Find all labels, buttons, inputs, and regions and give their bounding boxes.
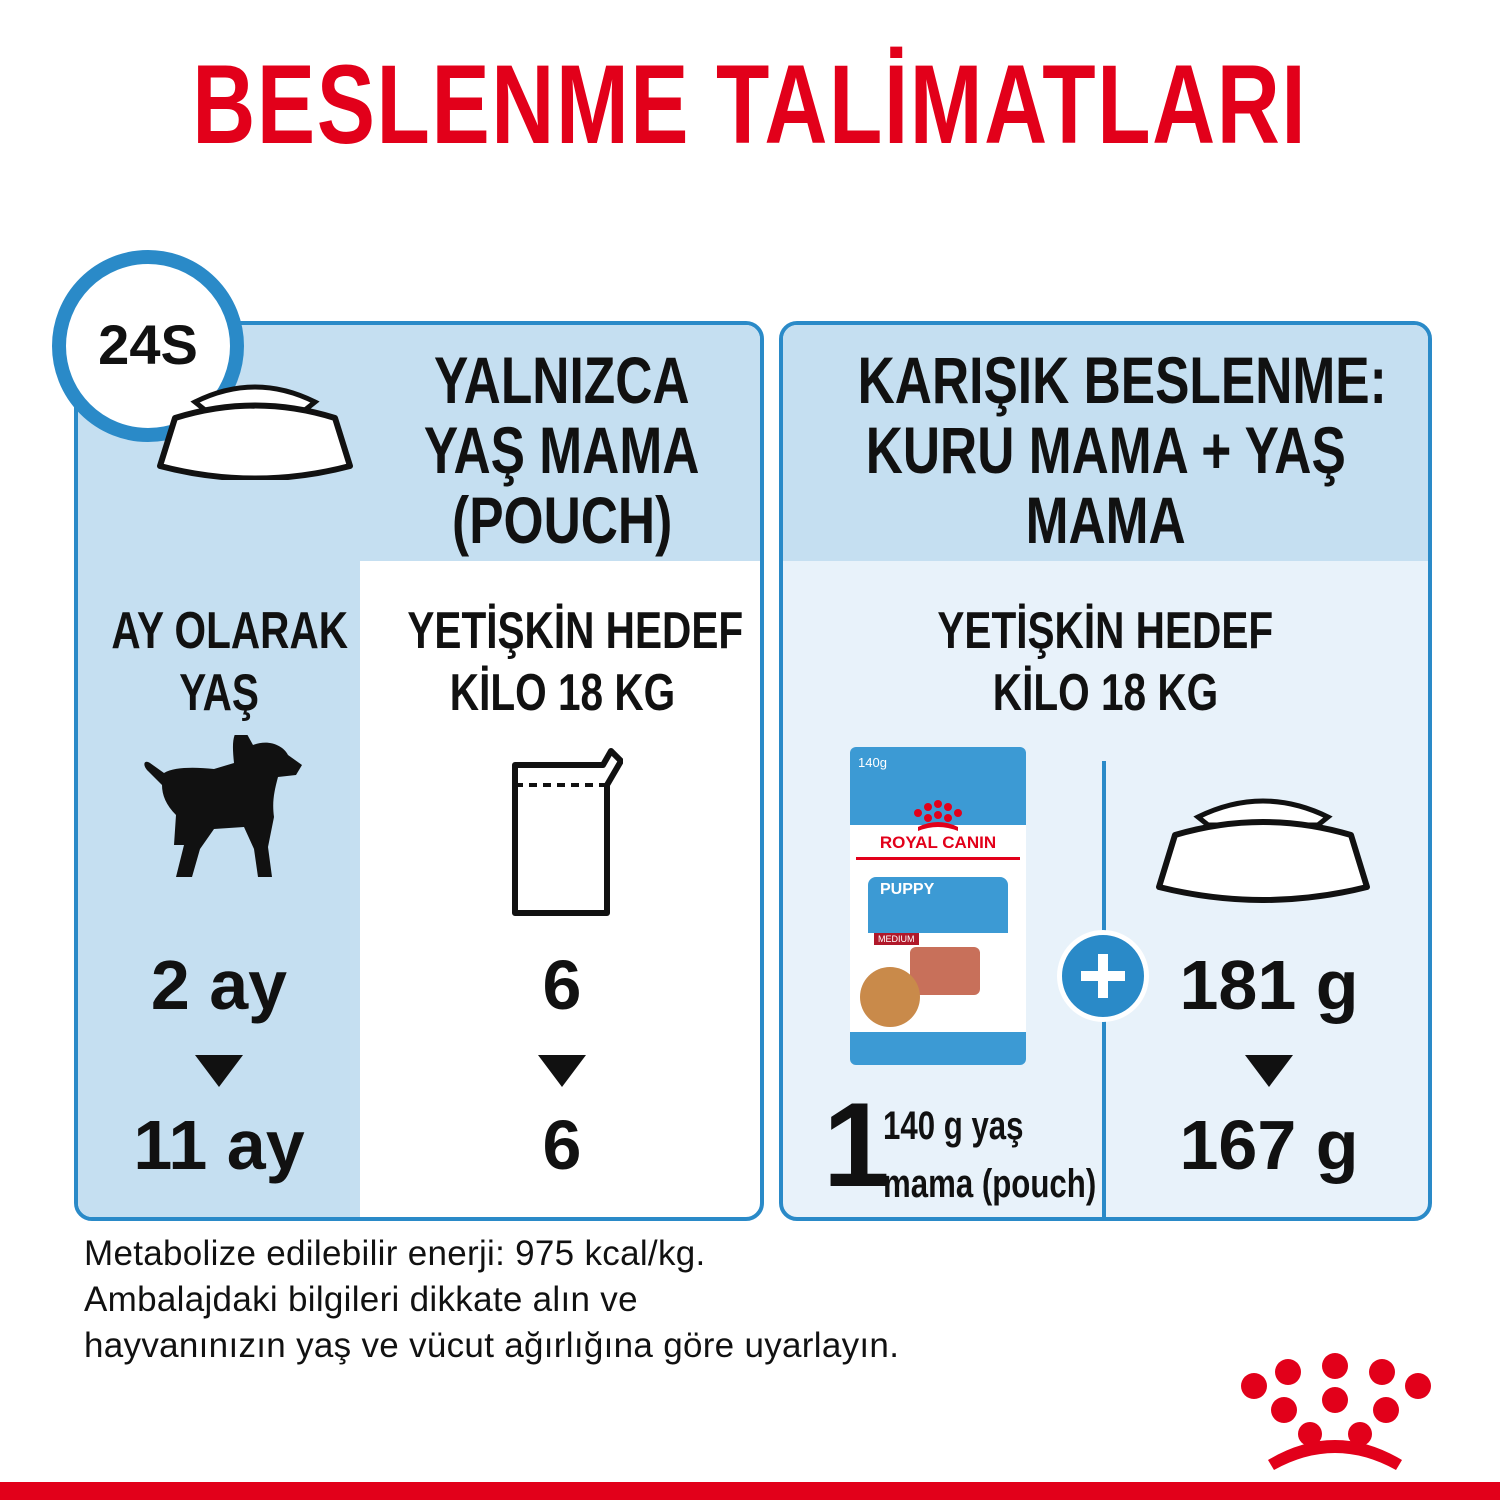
arrow-down-icon <box>195 1055 243 1087</box>
plus-icon <box>1057 930 1149 1022</box>
pouch-count-from: 6 <box>542 946 582 1024</box>
puppy-silhouette-icon <box>144 735 302 877</box>
age-from: 2 ay <box>150 946 288 1024</box>
arrow-down-icon <box>538 1055 586 1087</box>
energy-note: Metabolize edilebilir enerji: 975 kcal/k… <box>84 1234 706 1273</box>
wet-only-heading: YALNIZCA YAŞ MAMA (POUCH) <box>424 343 700 557</box>
pouch-product-image: 140g ROYAL CANIN PUPPY MEDIUM <box>850 747 1026 1065</box>
pouch-icon <box>512 748 623 916</box>
dry-food-to: 167 g <box>1179 1106 1359 1184</box>
age-header: AY OLARAK YAŞ <box>111 602 349 722</box>
pouch-count: 1 <box>823 1078 890 1212</box>
clock-label: 24S <box>98 313 198 376</box>
advice-note: hayvanınızın yaş ve vücut ağırlığına gör… <box>84 1326 900 1365</box>
age-to: 11 ay <box>133 1106 305 1184</box>
target-weight-header: YETİŞKİN HEDEF KİLO 18 KG <box>407 602 744 722</box>
brand-bar <box>0 1482 1500 1500</box>
food-bowl-icon <box>157 384 353 480</box>
dry-food-from: 181 g <box>1179 946 1359 1024</box>
wet-only-panel: YALNIZCA YAŞ MAMA (POUCH) AY OLARAK YAŞ … <box>74 321 764 1221</box>
page-title: BESLENME TALİMATLARI <box>192 42 1308 167</box>
food-bowl-icon <box>1156 798 1370 903</box>
target-weight-header: YETİŞKİN HEDEF KİLO 18 KG <box>937 602 1274 722</box>
advice-note: Ambalajdaki bilgileri dikkate alın ve <box>84 1280 638 1319</box>
royal-canin-crown-logo <box>1241 1353 1431 1470</box>
pouch-description: 140 g yaş mama (pouch) <box>883 1104 1097 1206</box>
pouch-count-to: 6 <box>542 1106 582 1184</box>
mixed-feeding-panel: KARIŞIK BESLENME: KURU MAMA + YAŞ MAMA Y… <box>779 321 1432 1221</box>
arrow-down-icon <box>1245 1055 1293 1087</box>
mixed-feeding-heading: KARIŞIK BESLENME: KURU MAMA + YAŞ MAMA <box>857 343 1387 557</box>
